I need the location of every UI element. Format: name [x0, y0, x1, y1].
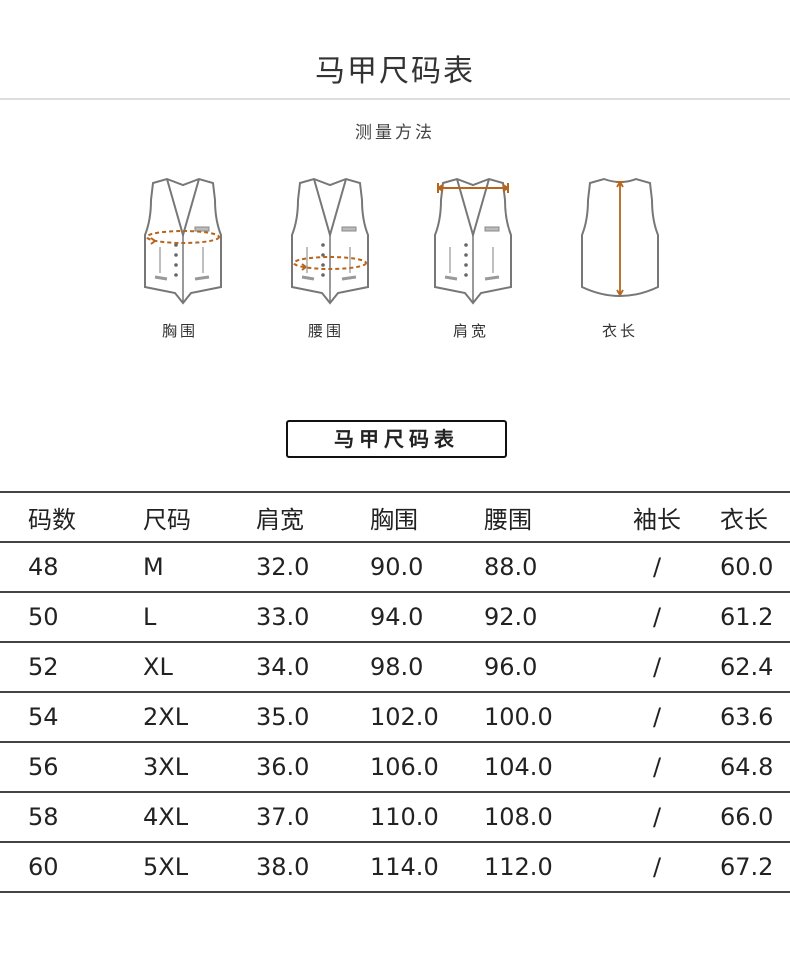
table-cell: M	[143, 553, 164, 581]
measure-method-heading: 测量方法	[355, 123, 435, 143]
table-cell: 2XL	[143, 703, 189, 731]
table-cell: 50	[28, 603, 59, 631]
table-cell: 4XL	[143, 803, 189, 831]
table-cell: 67.2	[720, 853, 774, 881]
table-cell: /	[652, 653, 662, 681]
table-cell: 37.0	[256, 803, 310, 831]
table-cell: /	[652, 553, 662, 581]
table-cell: 34.0	[256, 653, 310, 681]
table-row: 48 M 32.0 90.0 88.0 / 60.0	[0, 542, 790, 592]
table-cell: 88.0	[484, 553, 538, 581]
column-header: 胸围	[370, 505, 418, 534]
table-cell: 58	[28, 803, 59, 831]
table-cell: 64.8	[720, 753, 774, 781]
table-cell: 106.0	[370, 753, 439, 781]
measure-label-chest: 胸围	[161, 322, 198, 340]
table-cell: 66.0	[720, 803, 774, 831]
table-cell: 52	[28, 653, 59, 681]
table-cell: 98.0	[370, 653, 424, 681]
table-cell: 110.0	[370, 803, 439, 831]
table-row: 60 5XL 38.0 114.0 112.0 / 67.2	[0, 842, 790, 892]
vest-chest-diagram	[144, 177, 222, 305]
vest-waist-diagram	[291, 177, 369, 305]
vest-length-diagram	[581, 177, 659, 297]
table-cell: 90.0	[370, 553, 424, 581]
measure-label-length: 衣长	[601, 322, 638, 340]
table-cell: 35.0	[256, 703, 310, 731]
vest-shoulder-diagram	[434, 177, 512, 305]
table-cell: 112.0	[484, 853, 553, 881]
size-table: 码数 尺码 肩宽 胸围 腰围 袖长 衣长 48 M 32.0 90.0 88.0 / 60.0 50 L 33…	[0, 491, 790, 893]
table-cell: 104.0	[484, 753, 553, 781]
table-cell: L	[143, 603, 157, 631]
table-cell: 54	[28, 703, 59, 731]
table-title: 马甲尺码表	[286, 420, 507, 458]
table-cell: 94.0	[370, 603, 424, 631]
table-cell: /	[652, 803, 662, 831]
table-cell: 32.0	[256, 553, 310, 581]
table-cell: 60	[28, 853, 59, 881]
table-cell: /	[652, 753, 662, 781]
measure-label-waist: 腰围	[307, 322, 344, 340]
table-cell: 36.0	[256, 753, 310, 781]
table-cell: 33.0	[256, 603, 310, 631]
column-header: 衣长	[720, 505, 768, 534]
table-cell: 100.0	[484, 703, 553, 731]
table-cell: 3XL	[143, 753, 189, 781]
table-cell: 63.6	[720, 703, 774, 731]
column-header: 腰围	[484, 505, 532, 534]
table-cell: 61.2	[720, 603, 774, 631]
table-row: 54 2XL 35.0 102.0 100.0 / 63.6	[0, 692, 790, 742]
table-cell: 5XL	[143, 853, 189, 881]
divider	[0, 98, 790, 100]
table-cell: 62.4	[720, 653, 774, 681]
table-row: 50 L 33.0 94.0 92.0 / 61.2	[0, 592, 790, 642]
table-cell: 96.0	[484, 653, 538, 681]
table-cell: /	[652, 703, 662, 731]
page-title: 马甲尺码表	[315, 54, 475, 89]
table-cell: 48	[28, 553, 59, 581]
table-cell: 92.0	[484, 603, 538, 631]
table-cell: 102.0	[370, 703, 439, 731]
table-cell: 108.0	[484, 803, 553, 831]
column-header: 袖长	[633, 505, 681, 534]
column-header: 码数	[28, 505, 76, 534]
table-cell: XL	[143, 653, 173, 681]
table-cell: /	[652, 853, 662, 881]
table-row: 52 XL 34.0 98.0 96.0 / 62.4	[0, 642, 790, 692]
table-cell: 56	[28, 753, 59, 781]
table-cell: /	[652, 603, 662, 631]
table-row: 58 4XL 37.0 110.0 108.0 / 66.0	[0, 792, 790, 842]
column-header: 尺码	[143, 505, 191, 534]
measure-label-shoulder: 肩宽	[452, 322, 489, 340]
table-cell: 114.0	[370, 853, 439, 881]
table-cell: 60.0	[720, 553, 774, 581]
table-cell: 38.0	[256, 853, 310, 881]
table-header-row: 码数 尺码 肩宽 胸围 腰围 袖长 衣长	[0, 492, 790, 542]
table-row: 56 3XL 36.0 106.0 104.0 / 64.8	[0, 742, 790, 792]
column-header: 肩宽	[256, 505, 304, 534]
